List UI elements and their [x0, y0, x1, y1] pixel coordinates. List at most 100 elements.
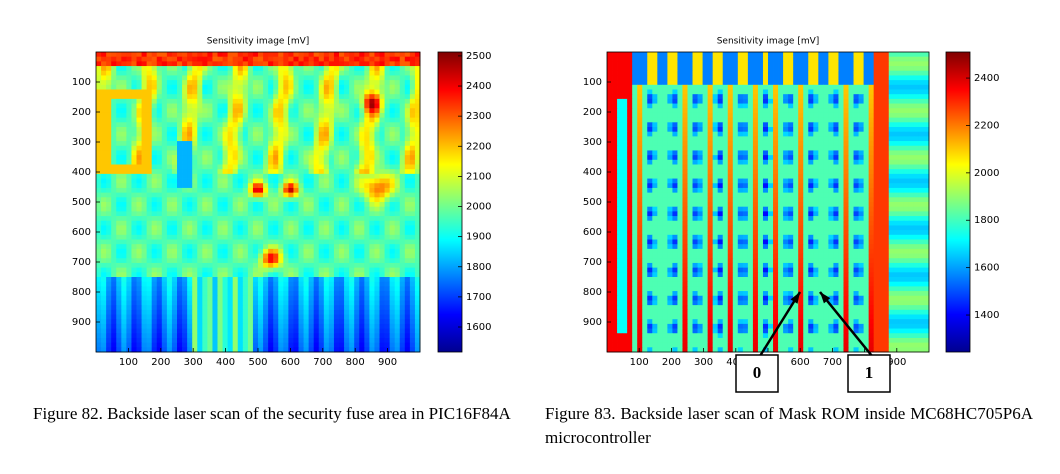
pixel: [131, 141, 137, 147]
pixel: [697, 94, 703, 100]
pixel: [151, 300, 158, 306]
pixel: [252, 262, 259, 269]
pixel: [177, 305, 183, 311]
pixel: [136, 272, 142, 278]
pixel: [328, 337, 335, 344]
pixel: [161, 347, 168, 353]
pixel: [171, 70, 178, 76]
pixel: [399, 239, 406, 245]
pixel: [151, 277, 158, 283]
pixel: [293, 89, 299, 95]
pixel: [808, 80, 814, 86]
pixel: [258, 319, 264, 325]
pixel: [339, 75, 345, 81]
pixel: [333, 117, 340, 123]
pixel: [364, 300, 370, 306]
pixel: [853, 112, 859, 119]
pixel: [273, 75, 279, 81]
pixel: [182, 267, 188, 273]
pixel: [404, 211, 411, 217]
pixel: [136, 169, 142, 175]
pixel: [414, 89, 421, 95]
pixel: [202, 337, 208, 344]
pixel: [672, 103, 678, 109]
pixel: [813, 61, 819, 67]
pixel: [612, 75, 618, 81]
pixel: [126, 98, 132, 104]
pixel: [414, 342, 421, 348]
pixel: [682, 103, 688, 109]
pixel: [762, 84, 769, 90]
pixel: [146, 56, 153, 62]
pixel: [672, 108, 678, 114]
pixel: [303, 108, 310, 114]
pixel: [268, 145, 274, 151]
pixel: [323, 112, 330, 119]
pixel: [283, 84, 289, 90]
pixel: [323, 164, 330, 170]
pixel: [212, 94, 218, 100]
pixel: [136, 103, 142, 109]
pixel: [273, 202, 279, 208]
pixel: [126, 286, 132, 292]
pixel: [843, 94, 849, 100]
pixel: [394, 347, 401, 353]
pixel: [328, 277, 335, 283]
pixel: [268, 89, 274, 95]
pixel: [328, 347, 335, 353]
pixel: [192, 272, 198, 278]
pixel: [293, 169, 299, 175]
pixel: [622, 112, 628, 119]
pixel: [222, 305, 229, 311]
pixel: [308, 230, 315, 236]
pixel: [298, 94, 304, 100]
pixel: [349, 61, 355, 67]
pixel: [349, 202, 355, 208]
pixel: [136, 197, 142, 203]
pixel: [156, 220, 163, 226]
pixel: [268, 347, 274, 353]
pixel: [96, 122, 102, 128]
pixel: [379, 173, 385, 179]
pixel: [232, 122, 239, 128]
pixel: [116, 262, 122, 269]
pixel: [268, 98, 274, 104]
pixel: [858, 61, 864, 67]
pixel: [632, 80, 638, 86]
pixel: [247, 216, 254, 222]
pixel: [863, 52, 870, 58]
pixel: [394, 127, 401, 133]
pixel: [232, 61, 239, 67]
pixel: [354, 103, 360, 109]
pixel: [818, 75, 824, 81]
pixel: [303, 164, 310, 170]
pixel: [737, 52, 744, 58]
pixel: [101, 333, 107, 339]
pixel: [202, 131, 208, 137]
pixel: [227, 117, 234, 123]
pixel: [273, 84, 279, 90]
pixel: [202, 230, 208, 236]
pixel: [318, 305, 325, 311]
pixel: [298, 75, 304, 81]
pixel: [364, 94, 370, 100]
pixel: [151, 197, 158, 203]
pixel: [873, 80, 880, 86]
pixel: [171, 202, 178, 208]
pixel: [863, 61, 870, 67]
pixel: [187, 183, 193, 189]
pixel: [268, 277, 274, 283]
pixel: [823, 66, 829, 72]
pixel: [126, 220, 132, 226]
pixel: [409, 225, 416, 231]
pixel: [96, 52, 102, 58]
pixel: [313, 183, 320, 189]
pixel: [898, 108, 905, 114]
pixel: [293, 131, 299, 137]
pixel: [339, 272, 345, 278]
pixel: [237, 56, 244, 62]
pixel: [268, 187, 274, 194]
pixel: [268, 323, 274, 329]
pixel: [783, 89, 789, 95]
pixel: [288, 122, 294, 128]
